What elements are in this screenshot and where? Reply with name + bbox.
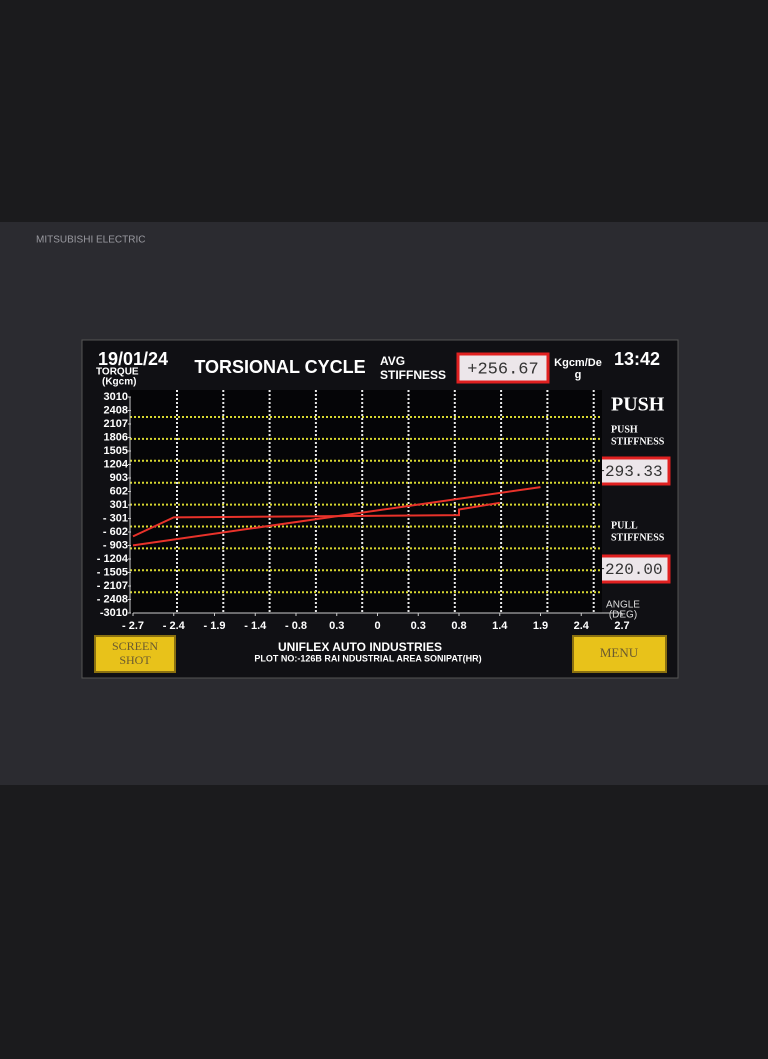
y-axis-label: TORQUE bbox=[96, 367, 139, 378]
plot-area bbox=[130, 390, 602, 613]
pull-value: +220.00 bbox=[595, 561, 662, 579]
y-tick-label: 1204 bbox=[104, 458, 129, 470]
avg-unit: g bbox=[575, 369, 582, 381]
y-tick-label: 602 bbox=[110, 485, 128, 497]
avg-value: +256.67 bbox=[467, 360, 538, 379]
y-tick-label: - 2408 bbox=[97, 593, 128, 605]
push-value: +293.33 bbox=[595, 463, 662, 481]
pull-label: STIFFNESS bbox=[611, 532, 665, 543]
y-tick-label: 2107 bbox=[104, 418, 128, 430]
button-label[interactable]: MENU bbox=[600, 645, 639, 660]
x-tick-label: 1.4 bbox=[492, 620, 508, 632]
grid bbox=[130, 390, 602, 613]
avg-unit: Kgcm/De bbox=[554, 357, 602, 369]
button-label[interactable]: SHOT bbox=[119, 653, 151, 667]
y-tick-label: 3010 bbox=[104, 391, 128, 403]
value-box bbox=[456, 352, 550, 384]
data-line bbox=[132, 486, 541, 547]
value-box bbox=[587, 554, 671, 584]
y-tick-label: 1806 bbox=[104, 431, 128, 443]
time: 13:42 bbox=[614, 349, 660, 369]
menu-button[interactable]: MENU bbox=[572, 635, 667, 673]
x-tick-label: - 2.7 bbox=[122, 620, 144, 632]
x-tick-label: 2.7 bbox=[614, 620, 629, 632]
x-tick-label: - 0.8 bbox=[285, 620, 307, 632]
y-tick-label: - 1505 bbox=[97, 566, 128, 578]
x-tick-label: 0.3 bbox=[329, 620, 344, 632]
y-tick-label: 903 bbox=[110, 472, 128, 484]
data-line bbox=[132, 501, 500, 538]
push-label: STIFFNESS bbox=[611, 436, 665, 447]
x-tick-label: - 1.4 bbox=[244, 620, 267, 632]
y-tick-label: - 2107 bbox=[97, 580, 128, 592]
brand: MITSUBISHI ELECTRIC bbox=[36, 235, 145, 246]
x-tick-label: - 2.4 bbox=[163, 620, 186, 632]
y-tick-label: - 903 bbox=[103, 539, 128, 551]
x-axis-label: (DEG) bbox=[609, 610, 637, 621]
button[interactable] bbox=[94, 635, 176, 673]
x-tick-label: 0.8 bbox=[451, 620, 466, 632]
date: 19/01/24 bbox=[98, 349, 168, 369]
address: PLOT NO:-126B RAI NDUSTRIAL AREA SONIPAT… bbox=[254, 653, 481, 663]
button[interactable] bbox=[572, 635, 667, 673]
x-axis-label: ANGLE bbox=[606, 600, 640, 611]
x-tick-label: 1.9 bbox=[533, 620, 548, 632]
y-tick-label: 1505 bbox=[104, 445, 128, 457]
avg-label: AVG bbox=[380, 354, 405, 368]
screen-title: TORSIONAL CYCLE bbox=[194, 357, 365, 377]
screenshot-button[interactable]: SCREEN SHOT bbox=[94, 635, 176, 673]
company: UNIFLEX AUTO INDUSTRIES bbox=[278, 640, 442, 654]
x-tick-label: 0 bbox=[374, 620, 380, 632]
avg-label: STIFFNESS bbox=[380, 368, 446, 382]
x-tick-label: - 1.9 bbox=[203, 620, 225, 632]
y-tick-label: - 301 bbox=[103, 512, 128, 524]
button-label[interactable]: SCREEN bbox=[112, 639, 158, 653]
pull-label: PULL bbox=[611, 520, 638, 531]
y-tick-label: - 602 bbox=[103, 526, 128, 538]
x-tick-label: 0.3 bbox=[411, 620, 426, 632]
x-tick-label: 2.4 bbox=[574, 620, 590, 632]
y-tick-label: - 1204 bbox=[97, 553, 129, 565]
y-axis-label: (Kgcm) bbox=[102, 377, 136, 388]
y-tick-label: -3010 bbox=[100, 607, 128, 619]
y-tick-label: 2408 bbox=[104, 404, 128, 416]
y-tick-label: 301 bbox=[110, 499, 128, 511]
mode: PUSH bbox=[611, 394, 665, 416]
push-label: PUSH bbox=[611, 424, 638, 435]
